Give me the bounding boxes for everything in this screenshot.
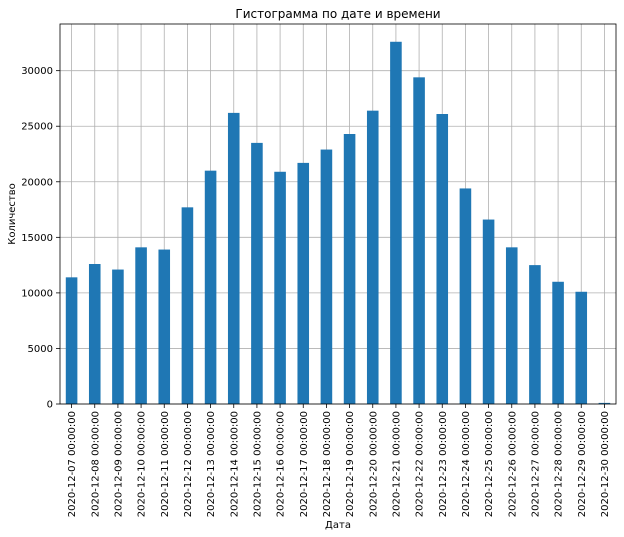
x-tick-label: 2020-12-19 00:00:00 [345,411,356,517]
bar [459,188,472,404]
bar [251,142,263,404]
y-tick-label: 5000 [28,344,53,355]
chart-title: Гистограмма по дате и времени [235,7,440,21]
y-tick-label: 15000 [21,233,53,244]
bar [390,41,402,405]
y-tick-label: 25000 [21,122,53,133]
x-tick-label: 2020-12-24 00:00:00 [461,411,472,517]
bar [436,114,449,404]
x-tick-label: 2020-12-29 00:00:00 [577,411,588,517]
x-tick-label: 2020-12-30 00:00:00 [600,411,611,517]
bar [482,219,495,404]
x-tick-label: 2020-12-28 00:00:00 [554,411,565,517]
bar [181,207,194,404]
bar [575,291,588,404]
plot-frame [59,23,617,405]
x-tick-label: 2020-12-08 00:00:00 [90,411,101,517]
y-axis-label: Количество [7,183,18,245]
axes-layer [56,23,617,408]
bar [65,277,78,404]
x-tick-label: 2020-12-11 00:00:00 [160,411,171,517]
bar [505,247,518,404]
bar [158,249,171,404]
bar [112,269,124,404]
bar [227,112,240,404]
bar [135,247,147,404]
x-tick-label: 2020-12-26 00:00:00 [507,411,518,517]
x-tick-label: 2020-12-21 00:00:00 [391,411,402,517]
bar [598,402,611,404]
y-tick-label: 20000 [21,177,53,188]
x-tick-label: 2020-12-25 00:00:00 [484,411,495,517]
y-tick-label: 0 [47,400,53,411]
bar [366,110,379,405]
x-tick-label: 2020-12-17 00:00:00 [299,411,310,517]
x-axis-label: Дата [325,520,351,531]
x-tick-label: 2020-12-27 00:00:00 [530,411,541,517]
x-tick-label: 2020-12-14 00:00:00 [229,411,240,517]
bar [274,171,286,404]
x-tick-label: 2020-12-13 00:00:00 [206,411,217,517]
bar [204,170,217,404]
x-tick-label: 2020-12-15 00:00:00 [252,411,263,517]
bar [343,134,356,404]
x-tick-label: 2020-12-18 00:00:00 [322,411,333,517]
y-tick-label: 30000 [21,66,53,77]
x-tick-label: 2020-12-09 00:00:00 [113,411,124,517]
y-tick-label: 10000 [21,288,53,299]
x-tick-label: 2020-12-20 00:00:00 [368,411,379,517]
bar [529,265,541,404]
bars-layer [65,41,611,405]
x-tick-label: 2020-12-10 00:00:00 [137,411,148,517]
bar [552,281,564,404]
bar [88,264,101,404]
x-tick-label: 2020-12-16 00:00:00 [276,411,287,517]
bar [320,149,333,404]
x-tick-label: 2020-12-07 00:00:00 [67,411,78,517]
x-tick-label: 2020-12-23 00:00:00 [438,411,449,517]
x-tick-label: 2020-12-12 00:00:00 [183,411,194,517]
text-layer: Гистограмма по дате и времени Дата Колич… [7,7,611,531]
bar [297,162,310,404]
bar [413,77,425,404]
x-tick-label: 2020-12-22 00:00:00 [415,411,426,517]
